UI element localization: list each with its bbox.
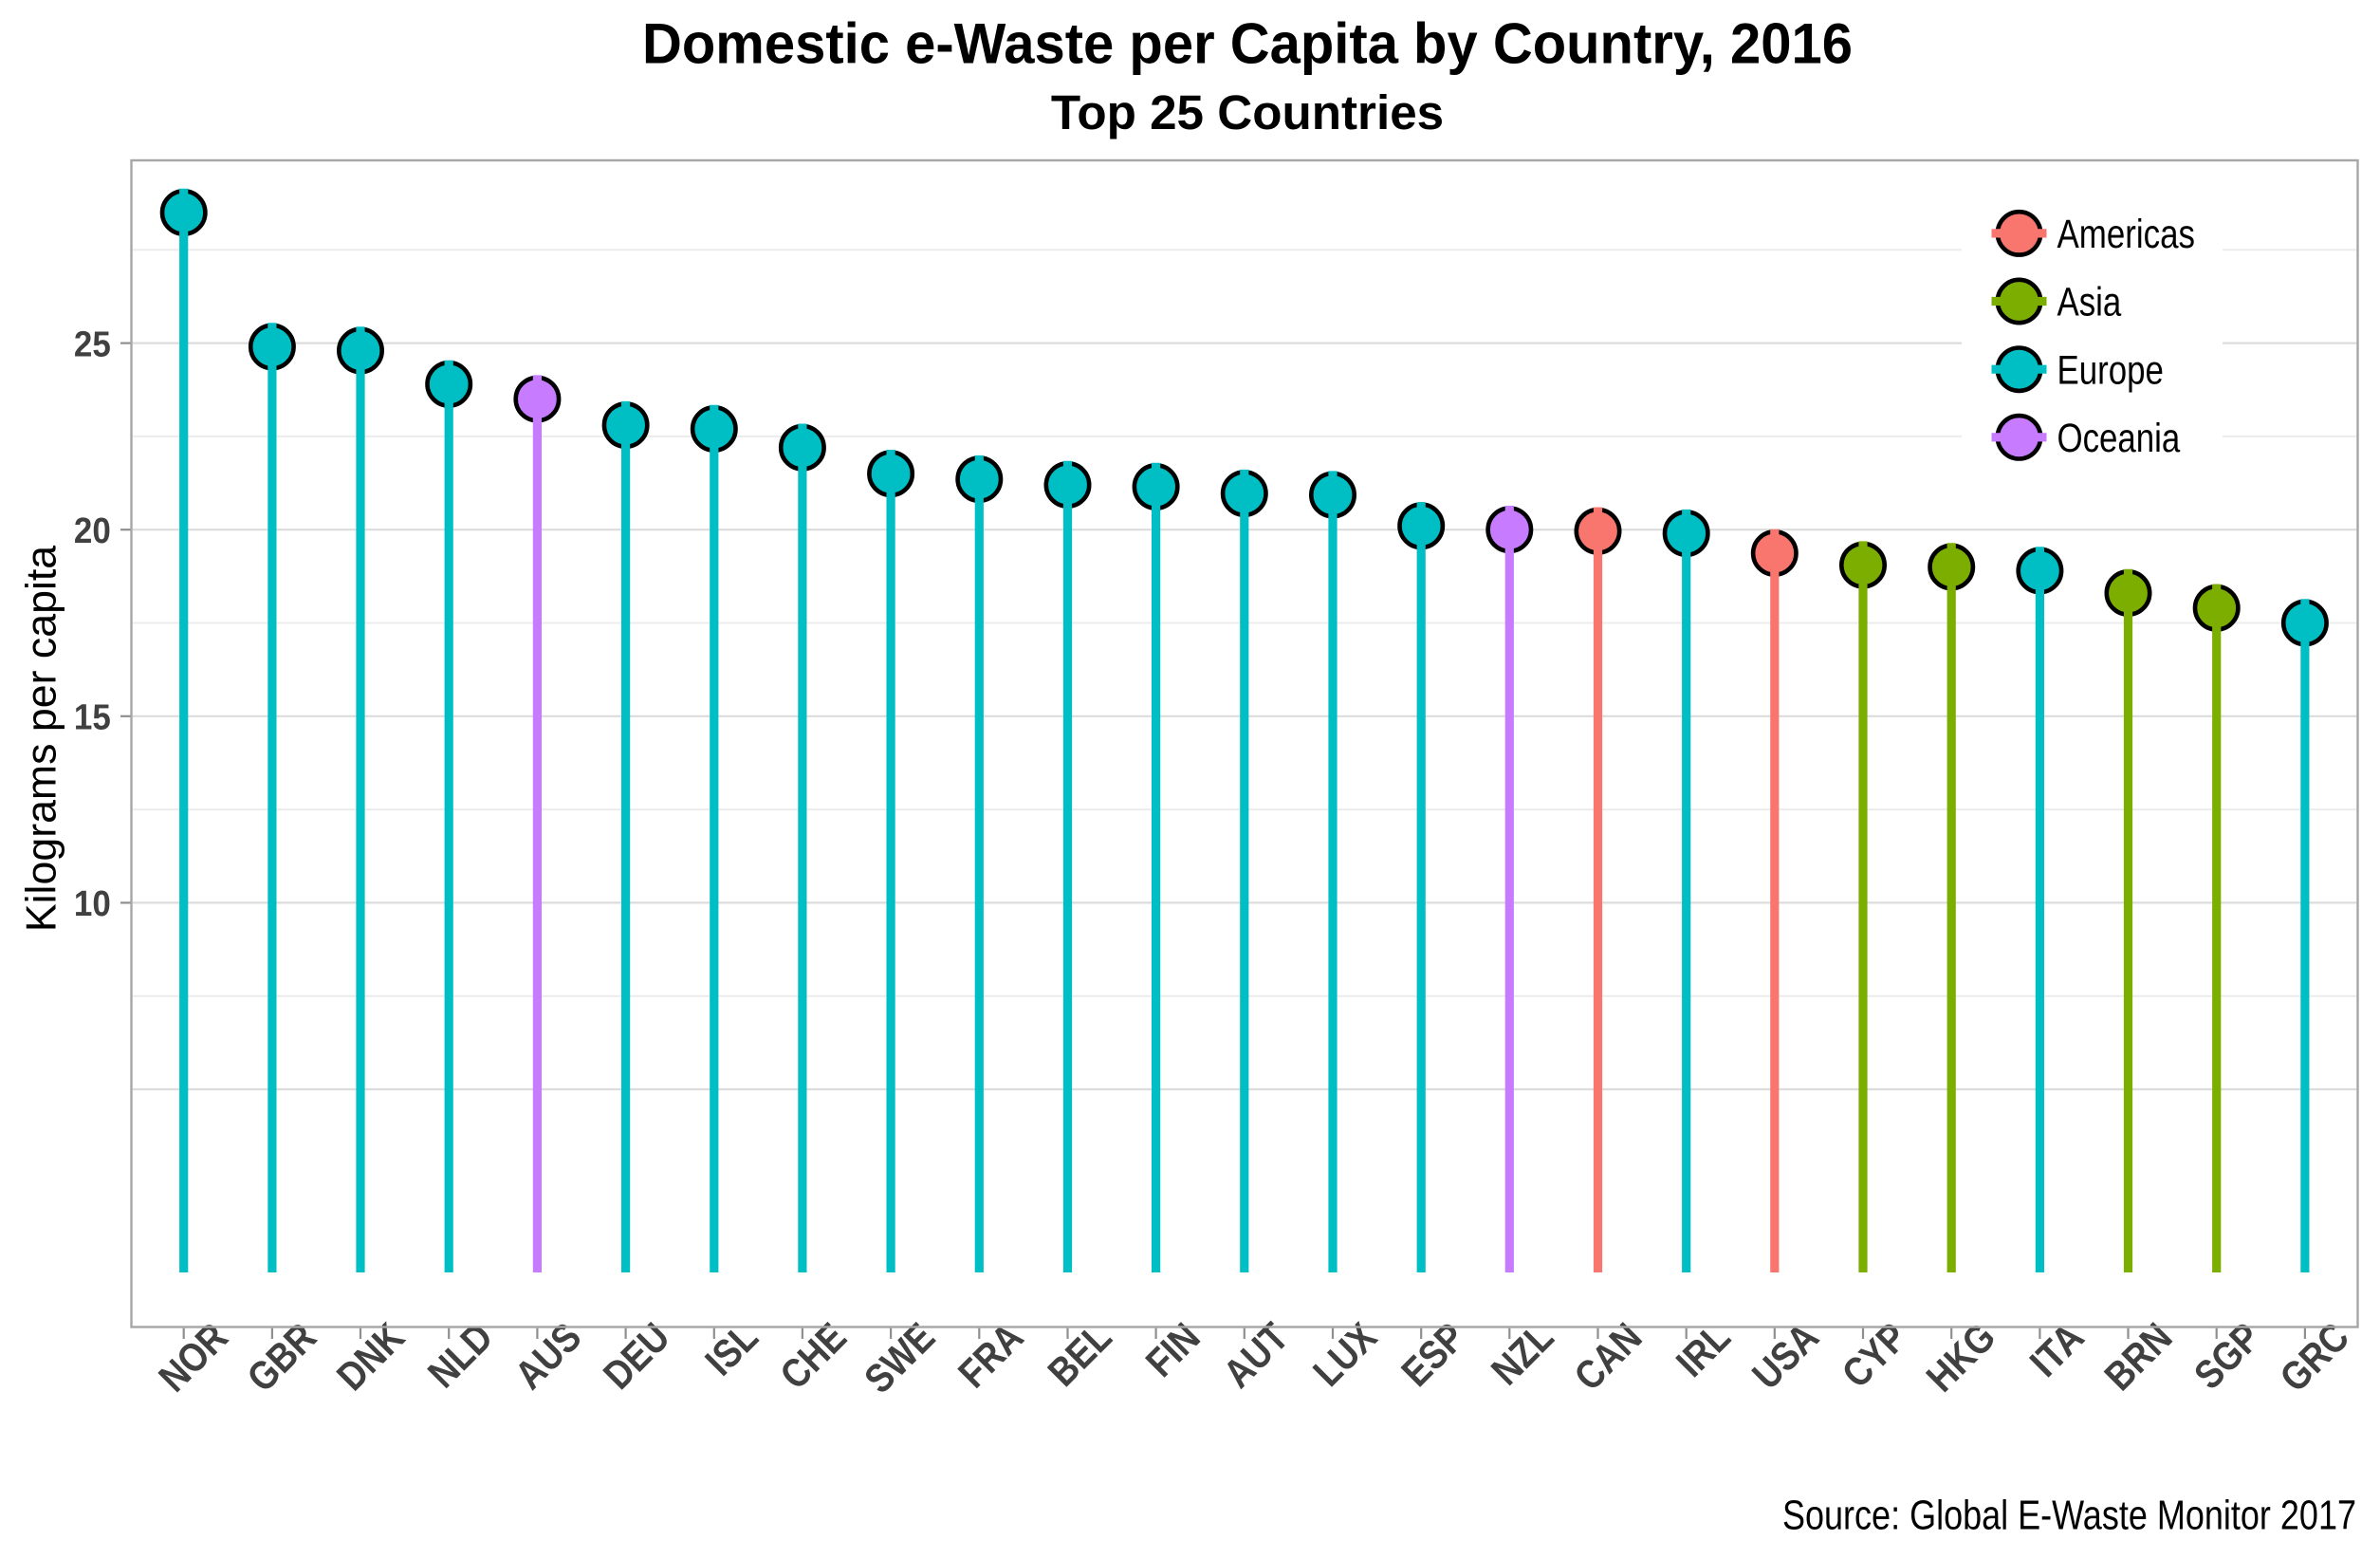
svg-text:10: 10 [74, 883, 111, 924]
svg-text:Europe: Europe [2057, 348, 2164, 393]
svg-text:Oceania: Oceania [2057, 417, 2181, 461]
svg-text:Source: Global E-Waste Monitor: Source: Global E-Waste Monitor 2017 [1782, 1492, 2356, 1538]
svg-text:Domestic e-Waste per Capita by: Domestic e-Waste per Capita by Country, … [642, 12, 1853, 76]
svg-text:15: 15 [74, 697, 111, 738]
svg-text:Top 25 Countries: Top 25 Countries [1051, 85, 1444, 139]
svg-text:Americas: Americas [2057, 213, 2196, 257]
svg-text:20: 20 [74, 510, 111, 551]
svg-text:Asia: Asia [2057, 281, 2122, 325]
svg-text:25: 25 [74, 324, 111, 364]
svg-text:Kilograms per capita: Kilograms per capita [19, 546, 65, 932]
